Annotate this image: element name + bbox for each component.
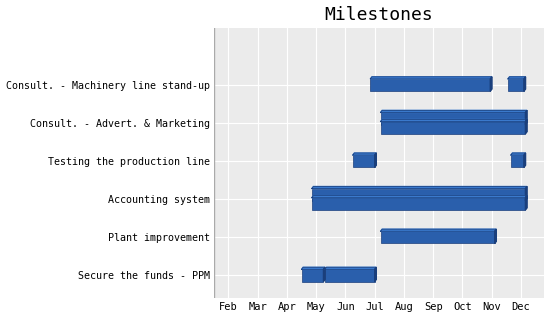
Polygon shape [524, 77, 526, 91]
Polygon shape [524, 153, 526, 167]
Polygon shape [312, 196, 527, 198]
Polygon shape [301, 267, 325, 269]
Polygon shape [511, 153, 526, 155]
Bar [508, 79, 524, 91]
Polygon shape [525, 186, 527, 201]
Polygon shape [525, 120, 527, 134]
Polygon shape [353, 153, 376, 155]
Polygon shape [323, 267, 325, 281]
Polygon shape [375, 267, 376, 281]
Polygon shape [494, 229, 496, 244]
Bar [381, 231, 494, 244]
Polygon shape [325, 267, 376, 269]
Polygon shape [381, 120, 527, 121]
Polygon shape [381, 229, 496, 231]
Bar [312, 189, 525, 201]
Bar [353, 155, 375, 167]
Polygon shape [381, 110, 527, 113]
Polygon shape [370, 77, 492, 79]
Bar [381, 113, 525, 125]
Bar [325, 269, 375, 281]
Polygon shape [525, 110, 527, 125]
Title: Milestones: Milestones [324, 5, 433, 24]
Polygon shape [312, 186, 527, 189]
Polygon shape [490, 77, 492, 91]
Bar [301, 269, 323, 281]
Polygon shape [525, 196, 527, 210]
Bar [511, 155, 524, 167]
Bar [381, 121, 525, 134]
Polygon shape [508, 77, 526, 79]
Bar [312, 198, 525, 210]
Bar [370, 79, 490, 91]
Polygon shape [375, 153, 376, 167]
